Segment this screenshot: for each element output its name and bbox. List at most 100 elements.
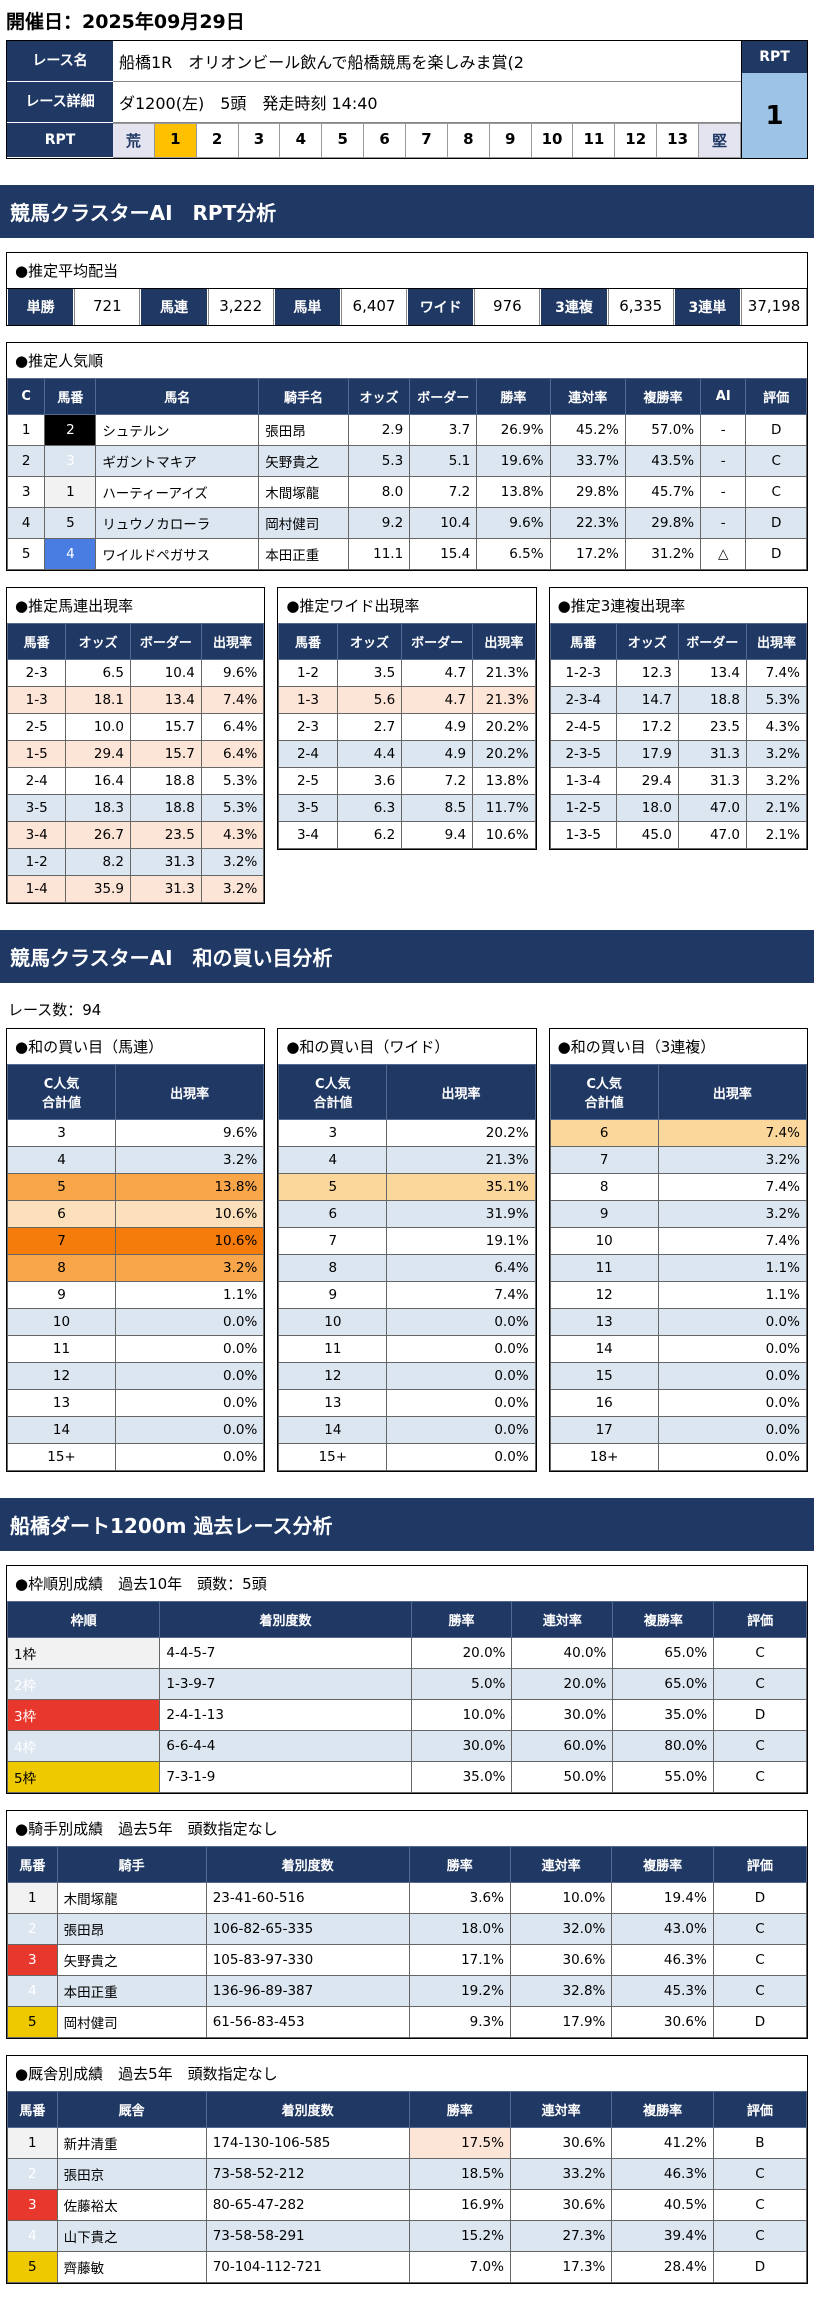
cell-ev: C (713, 1761, 807, 1793)
cell-r: 9.6% (114, 1119, 265, 1147)
cell-r: 21.3% (386, 1146, 536, 1174)
cell-kaku: 73-58-52-212 (205, 2158, 410, 2190)
waku-results-title: ●枠順別成績 過去10年 頭数：5頭 (15, 1575, 267, 1593)
cell-win: 17.5% (408, 2127, 511, 2159)
cell-r: 0.0% (114, 1335, 265, 1363)
cell-num: 1 (7, 2127, 58, 2159)
cell-odds: 3.6 (336, 767, 403, 795)
table-row: 1-5 29.4 15.7 6.4% (6, 740, 265, 768)
cell-rate: 7.4% (200, 686, 265, 714)
cell-win: 13.8% (476, 476, 551, 508)
cell-v: 15+ (7, 1443, 116, 1471)
cell-r: 7.4% (657, 1119, 807, 1147)
table-row: 3 9.6% (7, 1119, 265, 1147)
cell-kaku: 6-6-4-4 (159, 1730, 412, 1762)
cell-c: 1 (6, 414, 46, 446)
column-header: 出現率 (657, 1064, 807, 1120)
cell-name: ワイルドペガサス (95, 538, 260, 570)
cell-ren: 33.7% (549, 445, 626, 477)
cell-num: 3 (7, 1944, 58, 1976)
column-header: 勝率 (408, 2091, 511, 2128)
payout-title: ●推定平均配当 (15, 262, 119, 280)
table-row: 1 木間塚龍 23-41-60-516 3.6% 10.0% 19.4% D (7, 1882, 808, 1914)
table-row: 6 10.6% (7, 1200, 265, 1228)
rpt-scale-cell: 4 (279, 123, 323, 158)
cell-v: 15 (549, 1362, 659, 1390)
header-row: 馬番 オッズ ボーダー 出現率 (6, 623, 265, 660)
table-row: 13 0.0% (278, 1389, 536, 1417)
cell-border: 23.5 (129, 821, 202, 849)
cell-kaku: 136-96-89-387 (205, 1975, 410, 2007)
cell-v: 13 (7, 1389, 116, 1417)
table-row: 3-5 6.3 8.5 11.7% (278, 794, 536, 822)
cell-border: 31.3 (677, 767, 748, 795)
cell-ev: D (745, 507, 807, 539)
cell-pair: 1-2 (278, 659, 338, 687)
cell-v: 11 (7, 1335, 116, 1363)
cell-fuku: 29.8% (624, 507, 702, 539)
cell-border: 3.7 (409, 414, 478, 446)
cell-r: 0.0% (386, 1308, 536, 1336)
cell-pair: 1-2 (6, 848, 67, 876)
cell-jockey: 岡村健司 (258, 507, 349, 539)
cell-v: 7 (278, 1227, 388, 1255)
section-rpt-analysis-title: 競馬クラスターAI RPT分析 (0, 185, 814, 238)
column-header: 連対率 (511, 1601, 614, 1638)
column-header: 馬番 (6, 623, 67, 660)
cell-odds: 45.0 (615, 821, 679, 849)
table-row: 1-2-5 18.0 47.0 2.1% (549, 794, 807, 822)
table-row: 2-4 4.4 4.9 20.2% (278, 740, 536, 768)
column-header: ボーダー (677, 623, 748, 660)
payout-label: 3連複 (540, 289, 608, 325)
cell-r: 0.0% (657, 1362, 807, 1390)
cell-odds: 6.3 (336, 794, 403, 822)
cell-ren: 30.6% (509, 2189, 613, 2221)
cell-win: 16.9% (408, 2189, 511, 2221)
cell-fuku: 65.0% (612, 1637, 715, 1669)
cell-v: 16 (549, 1389, 659, 1417)
cell-v: 3 (278, 1119, 388, 1147)
rpt-scale-cell: 9 (488, 123, 532, 158)
cell-border: 9.4 (401, 821, 474, 849)
table-row: 1-3 5.6 4.7 21.3% (278, 686, 536, 714)
wide-rate-title: ●推定ワイド出現率 (286, 597, 420, 615)
popularity-title: ●推定人気順 (15, 352, 104, 370)
table-row: 12 0.0% (7, 1362, 265, 1390)
table-row: 9 3.2% (549, 1200, 807, 1228)
cell-odds: 18.3 (65, 794, 131, 822)
cell-ren: 20.0% (511, 1668, 614, 1700)
cell-pair: 2-5 (6, 713, 67, 741)
cell-name: 張田京 (56, 2158, 207, 2190)
table-row: 15+ 0.0% (278, 1443, 536, 1471)
table-row: 1 2 シュテルン 張田昂 2.9 3.7 26.9% 45.2% 57.0% - D (6, 414, 807, 446)
cell-fuku: 43.0% (611, 1913, 714, 1945)
payout-strip: 単勝 721 馬連 3,222 馬単 6,407 ワイド 976 3連複 6,335 3連単 37,1… (7, 288, 808, 325)
cell-win: 5.0% (410, 1668, 513, 1700)
cell-ev: C (712, 1944, 808, 1976)
cell-fuku: 35.0% (612, 1699, 715, 1731)
cell-border: 31.3 (129, 848, 202, 876)
column-header: 勝率 (476, 378, 551, 415)
cell-v: 9 (549, 1200, 659, 1228)
cell-waku: 5枠 (6, 1761, 161, 1793)
cell-pair: 3-5 (6, 794, 67, 822)
cell-jockey: 張田昂 (258, 414, 349, 446)
stable-results-title: ●厩舎別成績 過去5年 頭数指定なし (15, 2065, 278, 2083)
cell-jockey: 木間塚龍 (258, 476, 349, 508)
cell-name: 張田昂 (56, 1913, 207, 1945)
cell-r: 0.0% (114, 1443, 265, 1471)
cell-r: 3.2% (657, 1146, 807, 1174)
cell-odds: 10.0 (65, 713, 131, 741)
cell-ren: 17.3% (509, 2251, 613, 2283)
cell-odds: 2.7 (336, 713, 403, 741)
table-row: 2-3 2.7 4.9 20.2% (278, 713, 536, 741)
cell-ev: C (713, 1730, 807, 1762)
rpt-scale-cell: 13 (656, 123, 700, 158)
column-header: 評価 (713, 1601, 807, 1638)
cell-ren: 45.2% (549, 414, 626, 446)
table-row: 17 0.0% (549, 1416, 807, 1444)
column-header: C人気 合計値 (278, 1064, 388, 1120)
cell-name: シュテルン (95, 414, 260, 446)
cell-border: 15.4 (409, 538, 478, 570)
popularity-table: C 馬番 馬名 騎手名 オッズ ボーダー 勝率 連対率 複勝率 AI 評価 1 2 シュテルン 張田昂 2.9… (6, 378, 807, 570)
